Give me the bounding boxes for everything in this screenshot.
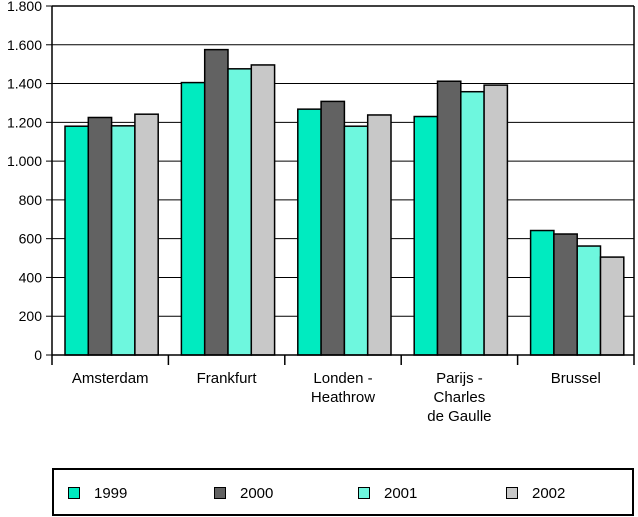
category-labels: Amsterdam Frankfurt Londen - Heathrow Parijs…	[72, 370, 601, 425]
bar-2000-2	[320, 100, 346, 356]
category-label: Charles	[434, 389, 486, 406]
category-label: de Gaulle	[427, 408, 491, 425]
y-tick-label: 1.400	[7, 76, 42, 92]
y-tick-label: 200	[19, 308, 43, 324]
bar-2002-0	[134, 113, 159, 356]
bar-1999-0	[64, 125, 90, 356]
bar-2002-2	[366, 114, 392, 356]
y-tick-label: 400	[19, 269, 43, 285]
bar-2000-4	[553, 233, 578, 356]
bars	[64, 48, 625, 356]
axes	[46, 5, 635, 365]
y-tick-labels: 0 200 400 600 800 1.000 1.200 1.400 1.600 1.800	[7, 0, 42, 363]
bar-1999-4	[529, 229, 555, 356]
legend-item-2001: 2001	[358, 484, 417, 502]
legend-swatch	[214, 487, 226, 499]
bar-1999-2	[297, 108, 322, 356]
bar-2000-0	[87, 116, 113, 356]
legend-label: 1999	[94, 484, 128, 502]
legend-swatch	[358, 487, 370, 499]
legend-swatch	[68, 487, 80, 499]
legend-label: 2000	[240, 484, 274, 502]
bar-2001-0	[110, 125, 136, 356]
bar-2002-4	[599, 256, 625, 356]
bar-2001-3	[460, 90, 485, 356]
y-tick-label: 800	[19, 192, 43, 208]
category-label: Londen -	[313, 370, 372, 387]
bar-1999-3	[413, 115, 439, 356]
legend-swatch	[506, 487, 518, 499]
bar-2002-3	[483, 84, 509, 356]
category-label: Heathrow	[311, 389, 375, 406]
category-label: Amsterdam	[72, 370, 149, 387]
bar-2001-2	[343, 125, 369, 356]
y-tick-label: 1.200	[7, 114, 42, 130]
category-label: Frankfurt	[197, 370, 258, 387]
category-label: Parijs -	[436, 370, 483, 387]
legend-item-2002: 2002	[506, 484, 565, 502]
legend-item-2000: 2000	[214, 484, 273, 502]
legend: 1999 2000 2001 2002	[52, 468, 634, 516]
legend-label: 2002	[532, 484, 566, 502]
legend-item-1999: 1999	[68, 484, 127, 502]
bar-2002-1	[250, 64, 276, 356]
category-label: Brussel	[551, 370, 601, 387]
y-tick-label: 1.000	[7, 153, 42, 169]
bar-1999-1	[180, 81, 206, 356]
bar-chart: 0 200 400 600 800 1.000 1.200 1.400 1.600 1.800 A…	[7, 0, 635, 425]
bar-2000-1	[203, 48, 229, 356]
y-tick-label: 0	[34, 347, 42, 363]
y-tick-label: 1.600	[7, 37, 42, 53]
bar-2001-4	[576, 245, 602, 356]
legend-label: 2001	[384, 484, 418, 502]
y-tick-label: 1.800	[7, 0, 42, 14]
bar-2000-3	[436, 80, 462, 356]
y-tick-label: 600	[19, 231, 43, 247]
bar-2001-1	[227, 68, 253, 356]
